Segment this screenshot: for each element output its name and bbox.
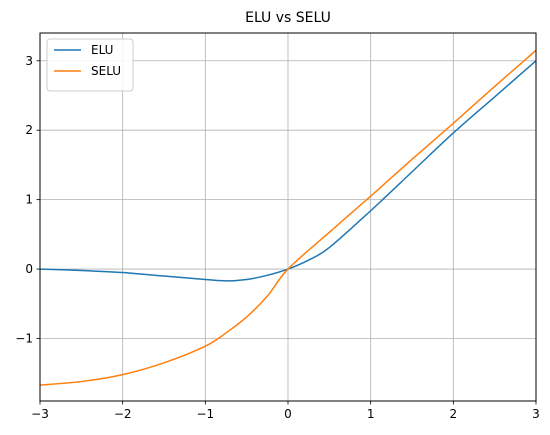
y-tick-label: 3: [25, 54, 33, 68]
x-tick-label: −2: [114, 407, 132, 421]
y-tick-label: 0: [25, 262, 33, 276]
series-line-elu: [40, 60, 536, 282]
chart-title: ELU vs SELU: [245, 10, 331, 26]
x-tick-label: 2: [450, 407, 458, 421]
x-tick-label: 3: [532, 407, 540, 421]
series-line-selu: [40, 49, 536, 386]
x-tick-label: −3: [31, 407, 49, 421]
x-tick-label: −1: [196, 407, 214, 421]
x-tick-label: 1: [367, 407, 375, 421]
legend-label-elu: ELU: [91, 43, 113, 57]
legend-label-selu: SELU: [91, 64, 121, 78]
x-tick-label: 0: [284, 407, 292, 421]
legend-box: [46, 38, 134, 92]
axis-ticks: −3 −2 −1 0 1 2 3 −1 0 1 2 3: [15, 54, 540, 421]
y-tick-label: 1: [25, 193, 33, 207]
y-tick-label: 2: [25, 123, 33, 137]
y-tick-label: −1: [15, 332, 33, 346]
series-group: [40, 49, 536, 386]
legend: ELU SELU: [46, 38, 134, 92]
